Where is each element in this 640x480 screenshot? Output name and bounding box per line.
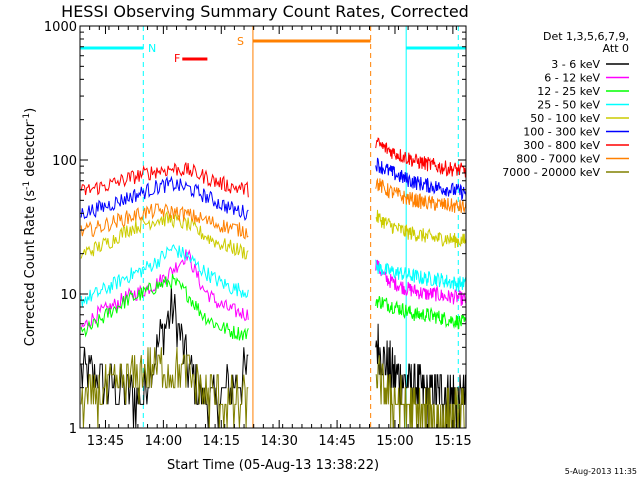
y-axis-label-mid: detector [23, 121, 38, 181]
y-tick-label-1: 10 [60, 288, 77, 303]
x-tick-label-2: 14:15 [203, 434, 240, 449]
series-line-1-seg1 [80, 249, 249, 330]
series-line-7-seg1 [80, 203, 249, 240]
series-line-2-seg1 [80, 273, 249, 341]
legend-header-detectors: Det 1,3,5,6,7,9, [543, 30, 629, 43]
legend-label-8: 7000 - 20000 keV [502, 166, 600, 179]
y-axis-label-sup2: -1 [22, 113, 32, 122]
series-line-5-seg1 [80, 175, 249, 222]
series-layer [80, 137, 467, 429]
flag-label-saa: S [237, 35, 244, 48]
series-line-1-seg2 [375, 259, 467, 307]
series-line-3-seg1 [80, 244, 249, 307]
legend-label-7: 800 - 7000 keV [516, 153, 600, 166]
legend-label-5: 100 - 300 keV [523, 126, 600, 139]
chart-title: HESSI Observing Summary Count Rates, Cor… [61, 2, 469, 21]
x-tick-label-0: 13:45 [87, 434, 124, 449]
series-line-6-seg1 [80, 162, 249, 198]
legend-label-3: 25 - 50 keV [537, 99, 600, 112]
legend-label-4: 50 - 100 keV [530, 112, 600, 125]
series-line-8-seg1 [80, 347, 249, 429]
series-line-7-seg2 [375, 177, 467, 214]
legend-header-attenuator: Att 0 [603, 42, 629, 55]
x-axis-label: Start Time (05-Aug-13 13:38:22) [167, 458, 379, 473]
y-axis-label: Corrected Count Rate (s-1 detector-1) [22, 108, 38, 346]
y-tick-label-3: 1000 [44, 20, 77, 35]
flags-layer: N S F [80, 26, 466, 428]
series-line-5-seg2 [375, 157, 467, 201]
y-tick-label-0: 1 [69, 422, 77, 437]
legend-label-0: 3 - 6 keV [551, 58, 600, 71]
x-tick-label-5: 15:00 [376, 434, 413, 449]
x-tick-label-4: 14:45 [318, 434, 355, 449]
y-axis-label-main: Corrected Count Rate (s [23, 190, 38, 347]
series-line-4-seg2 [375, 209, 467, 249]
legend-label-1: 6 - 12 keV [544, 72, 600, 85]
y-axis-label-end: ) [23, 108, 38, 113]
flag-label-flare: F [174, 52, 180, 65]
series-line-4-seg1 [80, 210, 249, 260]
legend-label-6: 300 - 800 keV [523, 139, 600, 152]
x-tick-label-3: 14:30 [260, 434, 297, 449]
flag-label-night: N [148, 42, 156, 55]
x-tick-label-1: 14:00 [145, 434, 182, 449]
axes-layer: 13:45 14:00 14:15 14:30 14:45 15:00 15:15 1 10 10… [44, 20, 472, 449]
y-axis-label-sup1: -1 [22, 181, 32, 190]
series-line-6-seg2 [375, 137, 467, 178]
legend-label-2: 12 - 25 keV [537, 85, 600, 98]
x-tick-label-6: 15:15 [434, 434, 471, 449]
series-line-2-seg2 [375, 296, 467, 330]
footer-timestamp: 5-Aug-2013 11:35 [565, 467, 637, 476]
series-line-3-seg2 [375, 259, 467, 291]
y-tick-label-2: 100 [52, 154, 77, 169]
